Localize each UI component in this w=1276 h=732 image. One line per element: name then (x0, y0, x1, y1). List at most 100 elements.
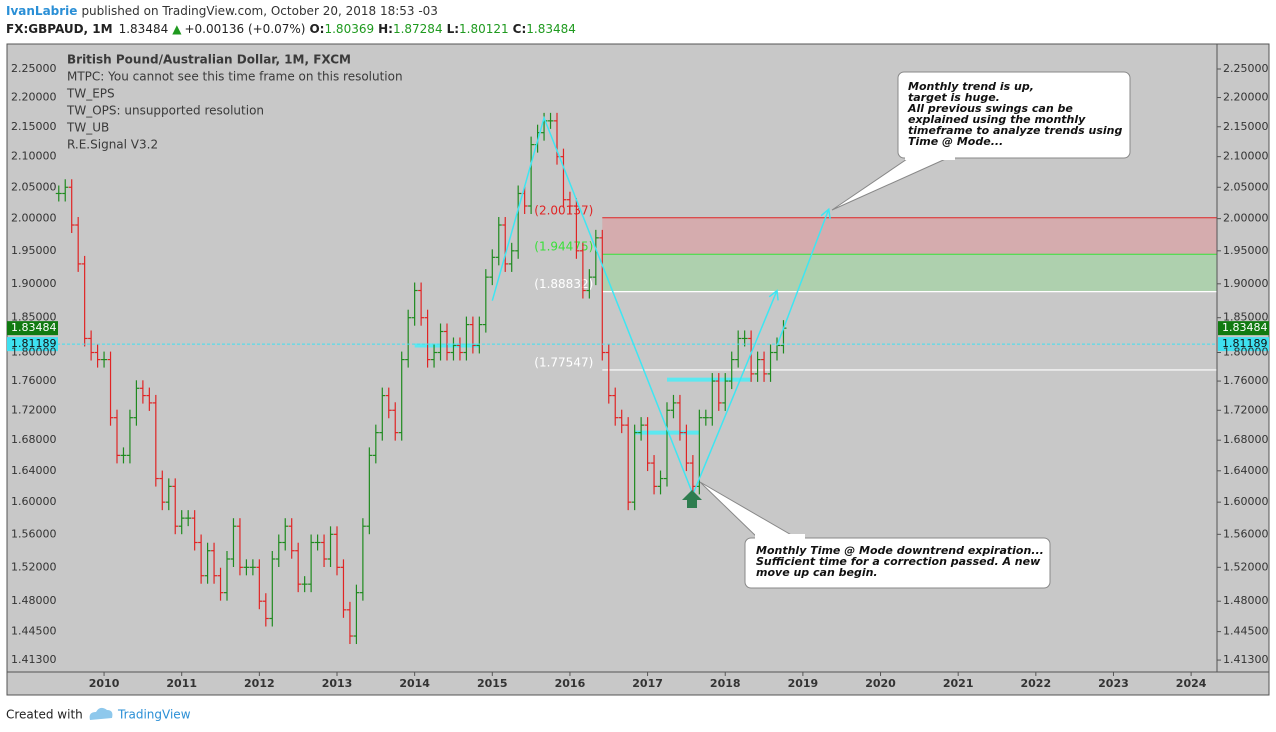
price-bar (243, 559, 250, 576)
price-bar (282, 518, 289, 551)
x-tick-label: 2023 (1098, 677, 1129, 690)
logo (89, 707, 113, 720)
price-bar (75, 217, 82, 272)
published: published on TradingView.com, October 20… (81, 4, 438, 18)
y-tick-label: 2.15000 (1223, 120, 1269, 133)
price-bar (262, 593, 269, 627)
x-tick-label: 2024 (1176, 677, 1207, 690)
price-bar (683, 424, 690, 472)
callout-text: All previous swings can be (907, 102, 1073, 115)
x-tick-label: 2014 (399, 677, 430, 690)
y-tick-label: 1.95000 (11, 244, 57, 257)
callout-text: Sufficient time for a correction passed.… (756, 555, 1041, 568)
x-tick-label: 2018 (710, 677, 741, 690)
price-bar (198, 534, 205, 584)
x-tick-label: 2016 (555, 677, 586, 690)
y-tick-label: 2.00000 (11, 212, 57, 225)
price-bar (165, 478, 172, 511)
price-bar (579, 242, 586, 299)
price-bar (702, 409, 709, 426)
y-tick-label: 1.76000 (11, 374, 57, 387)
legend-line: TW_OPS: unsupported resolution (66, 104, 264, 118)
price-bar (288, 518, 295, 559)
price-bar (508, 242, 515, 272)
price-bar (81, 255, 88, 347)
y-tick-label: 1.95000 (1223, 244, 1269, 257)
price-bar (715, 373, 722, 411)
price-bar (437, 323, 444, 361)
symbol: FX:GBPAUD, 1M (6, 22, 113, 36)
price-bar (133, 380, 140, 426)
callout-text: target is huge. (908, 91, 1000, 104)
price-bar (631, 424, 638, 511)
price-tag (7, 321, 58, 336)
y-tick-label: 1.72000 (11, 403, 57, 416)
price-bar (178, 510, 185, 535)
price-bar (651, 455, 658, 495)
y-tick-label: 1.64000 (1223, 464, 1269, 477)
y-tick-label: 1.72000 (1223, 403, 1269, 416)
price-bar (450, 337, 457, 361)
x-tick-label: 2020 (865, 677, 896, 690)
y-tick-label: 1.80000 (11, 346, 57, 359)
price-bar (224, 550, 230, 601)
price-bar (185, 510, 192, 527)
quote-line: FX:GBPAUD, 1M 1.83484 ▲ +0.00136 (+0.07%) O:… (6, 22, 576, 36)
price-bar (68, 179, 75, 234)
x-tick-label: 2019 (788, 677, 819, 690)
price-bar (346, 601, 353, 645)
y-tick-label: 1.52000 (11, 560, 57, 573)
price-bar (353, 584, 360, 645)
x-tick-label: 2012 (244, 677, 275, 690)
price-bar (359, 518, 366, 601)
y-tick-label: 1.56000 (1223, 527, 1269, 540)
last: 1.83484 (119, 22, 169, 36)
x-tick-label: 2021 (943, 677, 974, 690)
y-tick-label: 1.41300 (1223, 653, 1269, 666)
price-bar (767, 344, 774, 382)
x-tick-label: 2010 (89, 677, 120, 690)
publish-line: IvanLabrie published on TradingView.com, … (6, 4, 438, 18)
price-tag-label: 1.83484 (11, 321, 57, 334)
price-bar (657, 470, 664, 495)
x-tick-label: 2013 (322, 677, 353, 690)
price-bar (139, 380, 146, 404)
c: 1.83484 (526, 22, 576, 36)
buy-arrow (682, 490, 702, 508)
y-tick-label: 2.20000 (11, 91, 57, 104)
price-bar (94, 344, 101, 368)
y-tick-label: 1.68000 (11, 433, 57, 446)
y-tick-label: 1.48000 (1223, 594, 1269, 607)
price-bar (172, 478, 179, 535)
y-tick-label: 2.05000 (11, 180, 57, 193)
price-bar (392, 402, 399, 441)
trendline (491, 115, 778, 497)
price-bar (366, 447, 373, 535)
price-bar (301, 576, 308, 593)
callout-text: Monthly trend is up, (908, 80, 1034, 93)
o: 1.80369 (324, 22, 374, 36)
h-label: H: (378, 22, 393, 36)
zone-label: (1.94475) (534, 240, 593, 254)
price-bar (379, 387, 386, 441)
price-bar (275, 534, 282, 567)
price-bar (236, 518, 243, 576)
level-label: (1.88832) (534, 277, 593, 291)
price-bar (599, 229, 606, 361)
price-bar (62, 179, 69, 202)
y-tick-label: 1.90000 (1223, 277, 1269, 290)
author: IvanLabrie (6, 4, 77, 18)
price-bar (431, 344, 438, 368)
price-bar (372, 424, 379, 464)
price-bar (469, 316, 476, 354)
price-bar (592, 229, 599, 286)
price-bar (735, 330, 742, 368)
callout-text: timeframe to analyze trends using (908, 124, 1122, 137)
y-tick-label: 2.00000 (1223, 212, 1269, 225)
price-bar (515, 185, 522, 259)
callout-joint (755, 534, 805, 544)
price-bar (463, 316, 470, 361)
price-bar (456, 337, 463, 361)
y-tick-label: 1.48000 (11, 594, 57, 607)
